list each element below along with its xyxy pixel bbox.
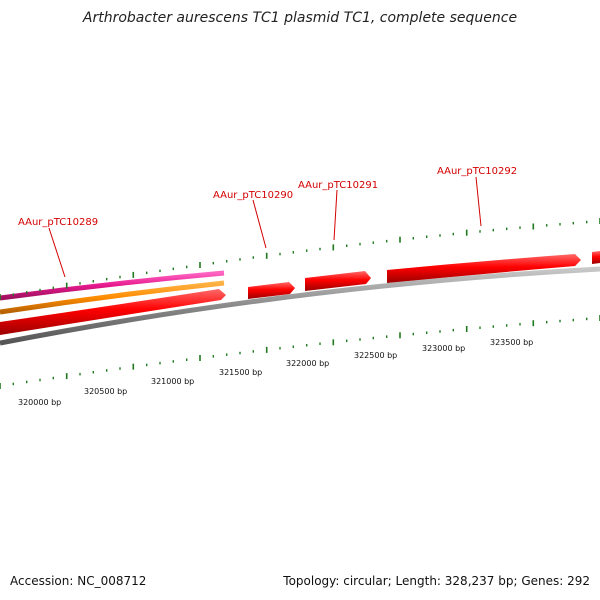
accession-label: Accession: NC_008712 xyxy=(10,574,147,588)
inner-tick-track xyxy=(0,315,600,389)
gene-label-line-3 xyxy=(333,189,338,241)
bp-label-322500: 322500 bp xyxy=(354,351,397,360)
magenta-feature-track xyxy=(0,270,225,301)
gene-arrow-next[interactable] xyxy=(592,251,600,264)
orange-feature-track xyxy=(0,280,225,315)
gene-label-aaur-ptc10290[interactable]: AAur_pTC10290 xyxy=(213,190,293,201)
bp-label-320000: 320000 bp xyxy=(18,398,61,407)
outer-tick-track xyxy=(0,218,600,300)
map-title: Arthrobacter aurescens TC1 plasmid TC1, … xyxy=(82,10,518,26)
gene-arrow-aaur-ptc10289[interactable] xyxy=(0,289,226,335)
bp-label-320500: 320500 bp xyxy=(84,387,127,396)
bp-label-323000: 323000 bp xyxy=(422,344,465,353)
sequence-backbone xyxy=(0,266,600,346)
gene-label-line-2 xyxy=(252,199,267,249)
gene-arrow-aaur-ptc10292[interactable] xyxy=(387,254,581,283)
gene-label-aaur-ptc10289[interactable]: AAur_pTC10289 xyxy=(18,217,98,228)
gene-arrow-aaur-ptc10291[interactable] xyxy=(305,271,371,291)
gene-arrow-aaur-ptc10290[interactable] xyxy=(248,282,295,299)
bp-label-322000: 322000 bp xyxy=(286,359,329,368)
gene-label-aaur-ptc10292[interactable]: AAur_pTC10292 xyxy=(437,166,517,177)
gene-label-line-4 xyxy=(475,176,482,227)
gene-label-aaur-ptc10291[interactable]: AAur_pTC10291 xyxy=(298,180,378,191)
topology-summary: Topology: circular; Length: 328,237 bp; … xyxy=(283,574,590,588)
bp-label-323500: 323500 bp xyxy=(490,338,533,347)
gene-label-line-1 xyxy=(48,227,66,278)
bp-label-321500: 321500 bp xyxy=(219,368,262,377)
bp-label-321000: 321000 bp xyxy=(151,377,194,386)
